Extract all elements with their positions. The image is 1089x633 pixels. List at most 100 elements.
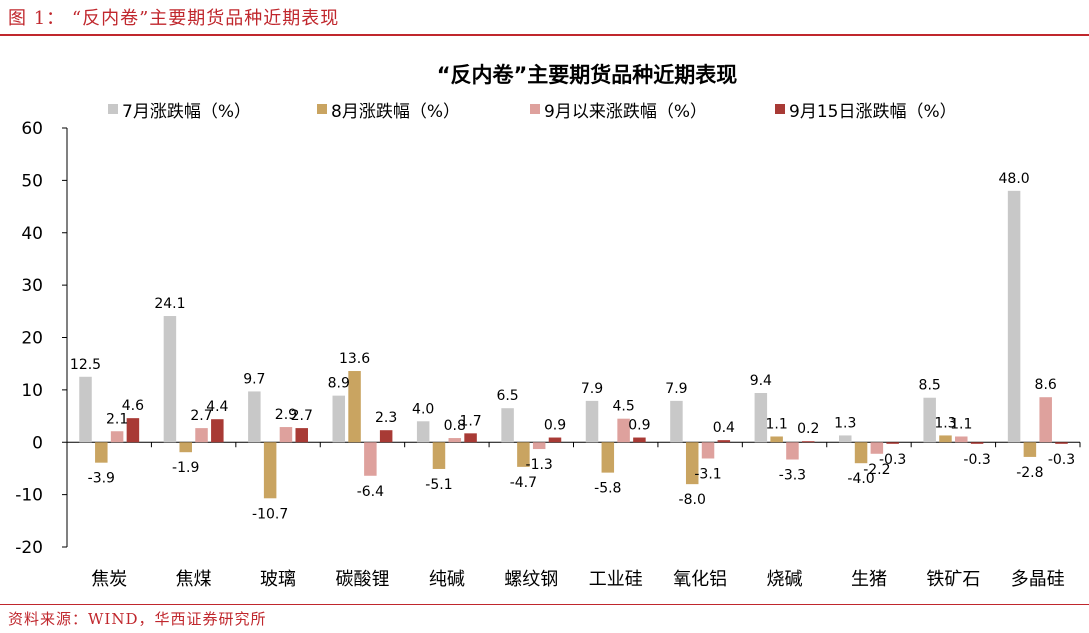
data-label: -1.3 [526, 457, 553, 473]
bar-chart: “反内卷”主要期货品种近期表现 7月涨跌幅（%） 8月涨跌幅（%） 9月以来涨跌幅（… [15, 63, 1081, 590]
bar [179, 442, 192, 453]
bar [1007, 190, 1021, 443]
bar [1023, 442, 1037, 457]
bar [95, 442, 108, 463]
x-category-label: 焦炭 [91, 569, 127, 590]
x-category-label: 纯碱 [429, 569, 465, 590]
bar [79, 376, 92, 443]
bar [448, 438, 462, 443]
y-tick-label: 60 [21, 119, 43, 139]
x-category-label: 多晶硅 [1011, 569, 1065, 590]
data-label: 2.3 [375, 410, 397, 426]
legend-swatch [108, 104, 118, 114]
bar [364, 442, 377, 476]
legend-label: 8月涨跌幅（%） [331, 102, 460, 122]
data-label: -5.1 [425, 477, 452, 493]
bar [379, 430, 393, 443]
data-label: 2.7 [190, 408, 212, 424]
data-labels: 12.5 24.1 9.7 8.9 4.0 6.5 7.9 7.9 9.4 1.3 8.5 48.0 -… [70, 171, 1075, 522]
data-label: 7.9 [581, 381, 603, 397]
data-label: -0.3 [1048, 452, 1075, 468]
legend-swatch [317, 104, 327, 114]
bar [717, 440, 731, 443]
data-label: 12.5 [70, 357, 101, 373]
bar [839, 435, 852, 443]
data-label: 6.5 [496, 388, 518, 404]
bar [348, 371, 361, 443]
data-label: 0.4 [713, 420, 735, 436]
bar [195, 428, 208, 443]
bar [955, 436, 968, 443]
bar [685, 442, 699, 485]
x-category-label: 生猪 [851, 569, 887, 590]
data-label: -5.8 [594, 481, 621, 497]
data-label: 0.9 [628, 418, 650, 434]
data-label: 8.5 [919, 378, 941, 394]
data-label: 1.1 [766, 416, 788, 432]
bars [79, 190, 1068, 499]
bar [110, 431, 124, 443]
x-category-label: 玻璃 [260, 569, 296, 590]
data-label: 0.2 [797, 421, 819, 437]
data-label: 2.1 [106, 411, 128, 427]
data-label: -8.0 [679, 492, 706, 508]
data-label: -2.2 [863, 462, 890, 478]
legend-label: 9月以来涨跌幅（%） [544, 102, 707, 122]
bar [939, 435, 952, 443]
y-tick-label: -10 [15, 486, 43, 506]
bar [670, 400, 683, 443]
bar [1055, 442, 1068, 444]
bar [548, 437, 562, 443]
bar [786, 442, 799, 460]
y-tick-label: 0 [32, 433, 43, 453]
bar [770, 436, 783, 443]
x-category-label: 工业硅 [589, 569, 643, 590]
data-label: -3.3 [779, 468, 806, 484]
bar [1039, 397, 1052, 443]
bar [263, 442, 277, 499]
data-label: 9.4 [750, 373, 772, 389]
data-label: 8.6 [1035, 377, 1057, 393]
bar [754, 393, 768, 443]
data-label: 0.8 [444, 418, 466, 434]
data-label: 1.7 [459, 413, 481, 429]
legend-label: 9月15日涨跌幅（%） [789, 102, 957, 122]
y-tick-label: 30 [21, 276, 43, 296]
data-label: 0.9 [544, 418, 566, 434]
data-label: 2.7 [291, 408, 313, 424]
data-label: 4.0 [412, 401, 434, 417]
bar [279, 427, 293, 443]
bar [801, 441, 815, 443]
data-label: -1.9 [172, 460, 199, 476]
data-label: 8.9 [328, 376, 350, 392]
data-label: 4.6 [122, 398, 144, 414]
legend-swatch [775, 104, 785, 114]
data-label: -2.8 [1016, 465, 1043, 481]
data-label: -3.9 [88, 471, 115, 487]
bar [970, 442, 984, 444]
bar [870, 442, 884, 454]
x-category-label: 烧碱 [767, 569, 803, 590]
chart-title: “反内卷”主要期货品种近期表现 [437, 63, 738, 87]
data-label: -6.4 [357, 484, 384, 500]
legend-label: 7月涨跌幅（%） [122, 102, 251, 122]
bar [517, 442, 530, 467]
x-category-label: 焦煤 [176, 569, 212, 590]
data-label: 1.1 [950, 416, 972, 432]
x-category-label: 螺纹钢 [504, 569, 558, 590]
bar [248, 391, 261, 443]
bar [923, 397, 936, 443]
data-label: -3.1 [694, 466, 721, 482]
chart-legend: 7月涨跌幅（%） 8月涨跌幅（%） 9月以来涨跌幅（%） 9月15日涨跌幅（%） [108, 102, 957, 122]
caption-rule [0, 34, 1089, 36]
data-label: 9.7 [243, 371, 265, 387]
y-tick-label: 20 [21, 329, 43, 349]
data-label: 4.5 [612, 399, 634, 415]
y-tick-label: 10 [21, 381, 43, 401]
data-label: 7.9 [665, 381, 687, 397]
x-category-label: 氧化铝 [673, 569, 727, 590]
y-tick-label: 50 [21, 171, 43, 191]
data-label: 2.9 [275, 407, 297, 423]
data-label: 13.6 [339, 351, 370, 367]
bar [295, 428, 308, 443]
